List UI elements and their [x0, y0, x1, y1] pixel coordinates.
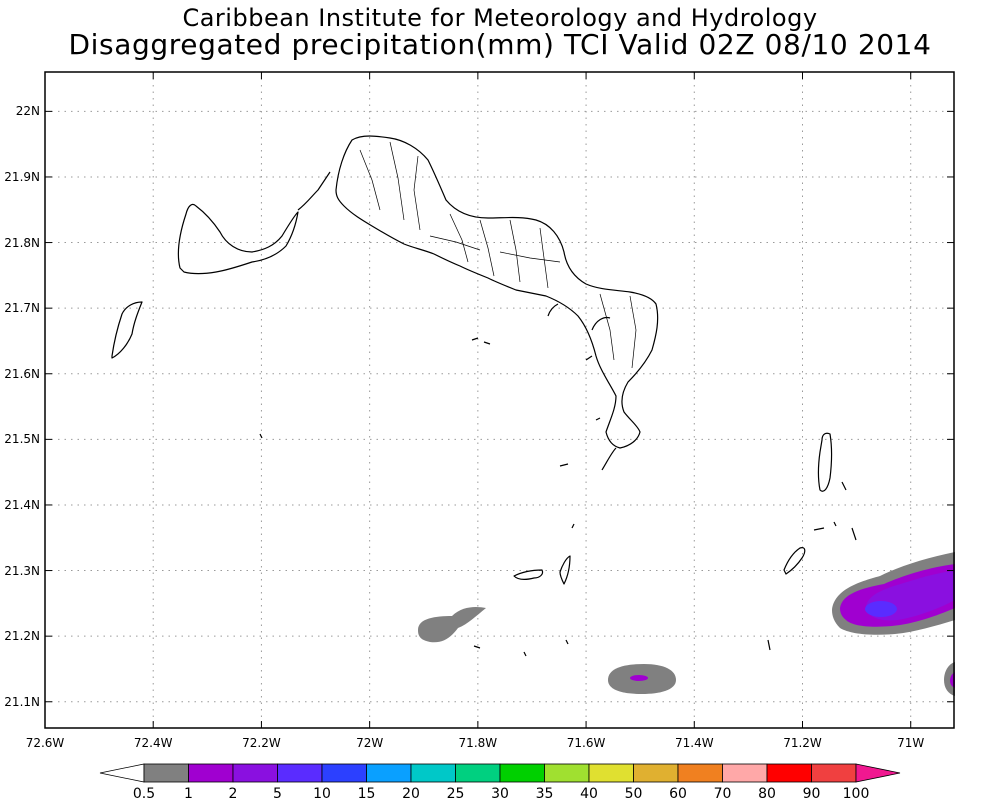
colorbar-label: 40 — [580, 786, 598, 802]
islands — [111, 135, 857, 657]
axis-ticks — [44, 72, 954, 728]
colorbar-label: 60 — [669, 786, 687, 802]
colorbar-swatch — [811, 763, 857, 783]
lon-label: 72.4W — [133, 736, 173, 750]
lat-label: 22N — [15, 104, 40, 119]
precip-core-east — [865, 601, 897, 617]
colorbar-swatch — [232, 763, 278, 783]
colorbar-label: 100 — [842, 786, 870, 802]
lat-label: 21.9N — [4, 169, 40, 184]
colorbar-swatch — [321, 763, 367, 783]
small-cays-central — [259, 303, 617, 657]
colorbar-label: 1 — [184, 786, 193, 802]
lon-label: 71.8W — [458, 736, 498, 750]
turks-small-cays — [767, 481, 857, 651]
lon-label: 72W — [356, 736, 384, 750]
colorbar-label: 30 — [491, 786, 509, 802]
north-middle-caicos-island — [335, 135, 659, 449]
chalk-cays — [297, 171, 331, 211]
colorbar-label: 15 — [357, 786, 376, 802]
colorbar-label: 35 — [535, 786, 554, 802]
lat-label: 21.4N — [4, 497, 40, 512]
colorbar-label: 0.5 — [132, 786, 156, 802]
colorbar-label: 2 — [228, 786, 238, 802]
colorbar-label: 20 — [402, 786, 420, 802]
lat-label: 21.6N — [4, 366, 40, 381]
lat-label: 21.8N — [4, 235, 40, 250]
precip-core-south — [630, 675, 648, 681]
colorbar-label: 10 — [313, 786, 331, 802]
lon-label: 71.4W — [674, 736, 714, 750]
ambergris-cays — [513, 555, 571, 585]
lat-label: 21.1N — [4, 694, 40, 709]
colorbar — [99, 763, 901, 783]
colorbar-swatch — [410, 763, 456, 783]
lat-label: 21.3N — [4, 563, 40, 578]
colorbar-swatch — [188, 763, 234, 783]
east-caicos-cays — [585, 316, 611, 361]
lat-label: 21.2N — [4, 629, 40, 644]
precip-blob-edge — [944, 662, 955, 696]
colorbar-swatch — [633, 763, 679, 783]
salt-cay-island — [783, 547, 806, 575]
grand-turk-island — [817, 432, 833, 492]
colorbar-label: 5 — [273, 786, 282, 802]
colorbar-swatch — [766, 763, 812, 783]
colorbar-label: 25 — [446, 786, 465, 802]
precip-blob-west — [418, 606, 486, 643]
colorbar-below-arrow — [99, 763, 145, 783]
colorbar-swatch — [366, 763, 412, 783]
graticule — [44, 72, 954, 728]
lon-label: 72.6W — [25, 736, 65, 750]
colorbar-above-arrow — [855, 763, 901, 783]
colorbar-label: 70 — [713, 786, 732, 802]
colorbar-label: 80 — [758, 786, 776, 802]
lon-label: 71.2W — [783, 736, 822, 750]
colorbar-swatch — [722, 763, 768, 783]
providenciales-island — [177, 203, 299, 275]
colorbar-swatch — [588, 763, 634, 783]
caicos-interior-lines — [359, 141, 637, 369]
colorbar-label: 50 — [624, 786, 643, 802]
lon-label: 71W — [897, 736, 925, 750]
colorbar-swatch — [544, 763, 590, 783]
colorbar-swatch — [499, 763, 545, 783]
lon-label: 72.2W — [242, 736, 281, 750]
colorbar-swatch — [455, 763, 501, 783]
colorbar-swatch — [143, 763, 189, 783]
precipitation-overlay — [418, 552, 955, 696]
map-frame — [44, 71, 955, 729]
map-title: Caribbean Institute for Meteorology and … — [182, 4, 818, 32]
colorbar-swatch — [277, 763, 323, 783]
colorbar-label: 90 — [802, 786, 821, 802]
map-subtitle: Disaggregated precipitation(mm) TCI Vali… — [68, 28, 932, 61]
colorbar-swatch — [677, 763, 723, 783]
lat-label: 21.7N — [4, 301, 40, 316]
west-caicos-island — [111, 301, 143, 359]
lon-label: 71.6W — [566, 736, 606, 750]
lat-label: 21.5N — [4, 432, 40, 447]
